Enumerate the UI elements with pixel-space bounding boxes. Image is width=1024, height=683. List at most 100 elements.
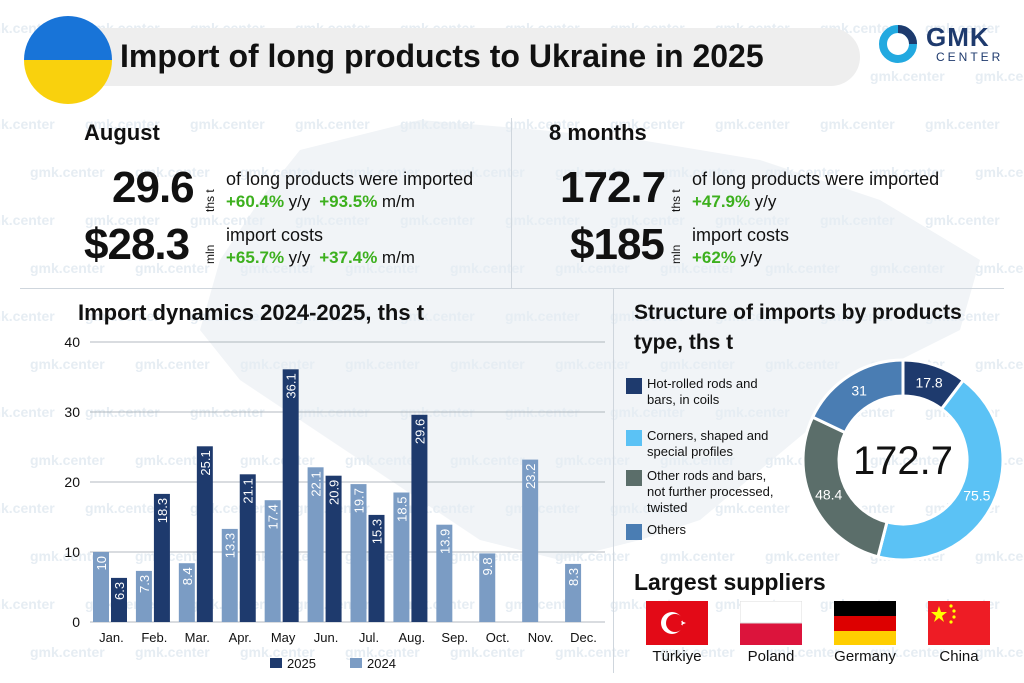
eight-months-volume-change: +47.9% y/y	[692, 192, 777, 211]
x-tick-label: Nov.	[528, 630, 554, 645]
bar-2025	[411, 414, 428, 622]
pie-legend-item: Other rods and bars, not further process…	[626, 468, 776, 516]
bar-value-label: 8.3	[566, 568, 581, 586]
divider	[511, 118, 512, 288]
x-tick-label: Aug.	[399, 630, 426, 645]
bar-value-label: 6.3	[112, 582, 127, 600]
header-bar	[60, 28, 860, 86]
bar-value-label: 18.3	[155, 498, 170, 523]
legend-swatch	[626, 430, 642, 446]
donut-slice	[810, 358, 905, 435]
august-volume-desc: of long products were imported	[226, 169, 474, 189]
bar-value-label: 15.3	[370, 519, 385, 544]
x-tick-label: Feb.	[141, 630, 167, 645]
bar-2025	[196, 446, 213, 622]
august-cost: $28.3	[84, 220, 190, 269]
bar-2024	[393, 492, 410, 622]
structure-title: Structure of imports by products type, t…	[634, 301, 962, 354]
bar-value-label: 13.9	[437, 529, 452, 554]
y-tick-label: 20	[64, 474, 80, 490]
august-volume-unit: ths t	[203, 189, 217, 212]
y-tick-label: 10	[64, 544, 80, 560]
gmk-logo-icon	[879, 25, 917, 63]
divider	[20, 288, 1004, 289]
eight-months-volume-desc: of long products were imported	[692, 169, 940, 189]
y-tick-label: 0	[72, 614, 80, 630]
donut-chart: 17.8 75.5 48.4 31 172.7	[801, 358, 1005, 562]
bar-2024	[350, 484, 367, 622]
logo-subtext: CENTER	[936, 50, 1004, 64]
legend-swatch	[626, 470, 642, 486]
bar-value-label: 10	[94, 556, 109, 570]
bar-2025	[153, 493, 170, 622]
supplier-china: China	[939, 648, 979, 665]
bar-2024	[436, 524, 453, 622]
august-volume: 29.6	[112, 163, 195, 212]
august-heading: August	[84, 120, 160, 145]
slice-value-label: 31	[851, 383, 867, 399]
bar-2024	[135, 570, 152, 622]
page-title: Import of long products to Ukraine in 20…	[120, 38, 764, 74]
bar-value-label: 22.1	[309, 471, 324, 496]
bar-value-label: 18.5	[394, 497, 409, 522]
y-tick-label: 30	[64, 404, 80, 420]
ukraine-flag-icon	[24, 16, 112, 104]
eight-months-cost-unit: mln	[669, 244, 683, 264]
x-tick-label: May	[271, 630, 296, 645]
legend-label: 2025	[287, 656, 316, 671]
x-tick-label: Apr.	[229, 630, 252, 645]
bar-2024	[264, 500, 281, 622]
logo-text: GMK	[926, 22, 990, 52]
donut-slice	[801, 415, 889, 559]
bar-value-label: 21.1	[241, 478, 256, 503]
bar-chart: 010203040106.3Jan.7.318.3Feb.8.425.1Mar.…	[64, 334, 605, 671]
bar-2024	[221, 528, 238, 622]
bar-chart-title: Import dynamics 2024-2025, ths t	[78, 300, 425, 325]
bar-2024	[565, 563, 582, 622]
bar-2025	[325, 475, 342, 622]
supplier-germany: Germany	[834, 648, 896, 665]
august-cost-change: +65.7% y/y +37.4% m/m	[226, 248, 415, 267]
legend-swatch	[626, 524, 642, 540]
legend-label: Other rods and bars, not further process…	[647, 468, 774, 515]
legend-swatch	[270, 658, 282, 668]
bar-value-label: 9.8	[480, 557, 495, 575]
bar-2025	[282, 369, 299, 622]
bar-2025	[239, 474, 256, 622]
germany-flag-icon	[834, 601, 896, 645]
bar-2024	[479, 553, 496, 622]
x-tick-label: Jul.	[359, 630, 379, 645]
bar-2025	[111, 577, 127, 622]
pie-legend-item: Corners, shaped and special profiles	[626, 428, 776, 460]
bar-value-label: 13.3	[223, 533, 238, 558]
legend-label: 2024	[367, 656, 396, 671]
supplier-turkiye: Türkiye	[652, 648, 702, 665]
august-cost-unit: mln	[203, 244, 217, 264]
donut-center-total: 172.7	[853, 439, 953, 483]
legend-swatch	[626, 378, 642, 394]
bar-value-label: 19.7	[352, 488, 367, 513]
eight-months-cost-desc: import costs	[692, 225, 790, 245]
y-tick-label: 40	[64, 334, 80, 350]
legend-label: Others	[647, 522, 687, 537]
turkiye-flag-icon	[646, 601, 708, 645]
bar-value-label: 8.4	[180, 567, 195, 585]
legend-swatch	[350, 658, 362, 668]
bar-2024	[93, 552, 109, 622]
x-tick-label: Jun.	[314, 630, 339, 645]
bar-value-label: 7.3	[137, 575, 152, 593]
eight-months-volume: 172.7	[560, 163, 666, 212]
legend-label: Hot-rolled rods and bars, in coils	[647, 376, 758, 407]
x-tick-label: Jan.	[99, 630, 124, 645]
x-tick-label: Sep.	[441, 630, 468, 645]
x-tick-label: Mar.	[185, 630, 210, 645]
bar-2025	[368, 514, 385, 622]
eight-months-heading: 8 months	[549, 120, 647, 145]
bar-value-label: 36.1	[284, 373, 299, 398]
slice-value-label: 75.5	[963, 488, 990, 504]
eight-months-cost-change: +62% y/y	[692, 248, 763, 267]
eight-months-cost: $185	[570, 220, 665, 269]
bar-value-label: 20.9	[327, 480, 342, 505]
august-cost-desc: import costs	[226, 225, 324, 245]
